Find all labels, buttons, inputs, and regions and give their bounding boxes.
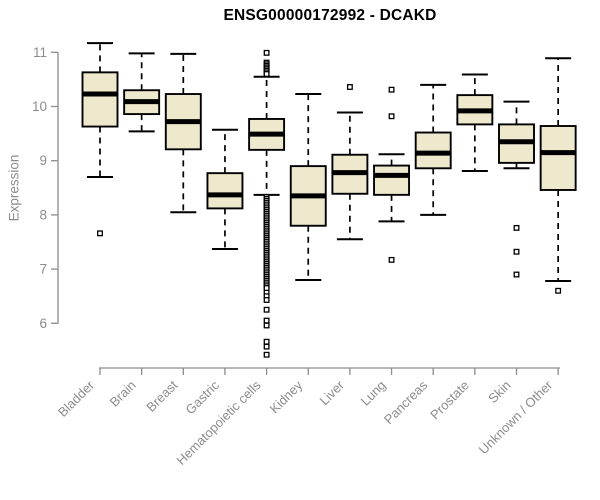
chart-title: ENSG00000172992 - DCAKD xyxy=(223,7,437,24)
box-unknown-other xyxy=(539,57,577,294)
iqr-box xyxy=(81,71,119,128)
x-tick-label-kidney: Kidney xyxy=(267,377,306,416)
outlier-point xyxy=(263,351,270,358)
box-pancreas xyxy=(414,83,452,216)
x-tick-label-gastric: Gastric xyxy=(182,377,222,417)
outlier-point xyxy=(263,306,270,313)
y-tick-label: 11 xyxy=(33,45,47,60)
outlier-point xyxy=(97,230,103,237)
outlier-point xyxy=(513,224,520,231)
x-tick-label-breast: Breast xyxy=(143,377,180,414)
outlier-point xyxy=(263,49,270,56)
outlier-point xyxy=(263,317,270,324)
outlier-point xyxy=(263,343,270,350)
outlier-point xyxy=(263,322,270,329)
outlier-point xyxy=(388,113,395,120)
outlier-point xyxy=(263,297,270,303)
box-liver xyxy=(331,84,369,241)
outlier-point xyxy=(263,71,270,77)
x-tick-label-bladder: Bladder xyxy=(55,377,98,420)
box-hematopoietic-cells xyxy=(248,49,286,358)
iqr-box xyxy=(539,125,577,191)
x-tick-label-lung: Lung xyxy=(358,378,389,409)
x-tick-label-skin: Skin xyxy=(485,378,513,406)
box-brain xyxy=(123,52,161,133)
y-tick-label: 9 xyxy=(39,153,47,168)
y-tick-label: 7 xyxy=(39,262,47,277)
iqr-box xyxy=(414,131,452,170)
box-lung xyxy=(373,86,410,263)
outlier-point xyxy=(263,285,270,292)
box-skin xyxy=(498,100,535,278)
outlier-point xyxy=(263,338,270,345)
y-tick-label: 6 xyxy=(39,316,47,331)
x-tick-label-prostate: Prostate xyxy=(427,378,472,423)
x-tick-label-pancreas: Pancreas xyxy=(381,377,431,427)
x-tick-label-brain: Brain xyxy=(107,378,139,410)
iqr-box xyxy=(373,164,410,196)
outlier-point xyxy=(513,248,520,255)
box-kidney xyxy=(289,93,327,281)
outlier-point xyxy=(388,86,395,93)
y-tick-label: 10 xyxy=(32,99,47,114)
box-breast xyxy=(164,52,202,214)
outlier-point xyxy=(388,256,395,263)
box-gastric xyxy=(206,128,244,251)
outlier-point xyxy=(555,287,562,294)
iqr-box xyxy=(206,172,244,210)
box-bladder xyxy=(81,42,119,237)
y-tick-label: 8 xyxy=(39,207,47,222)
box-prostate xyxy=(456,73,494,172)
outlier-point xyxy=(346,84,353,90)
x-tick-label-unknown-other: Unknown / Other xyxy=(476,377,556,457)
x-tick-label-liver: Liver xyxy=(316,377,347,408)
outlier-point xyxy=(513,271,520,278)
